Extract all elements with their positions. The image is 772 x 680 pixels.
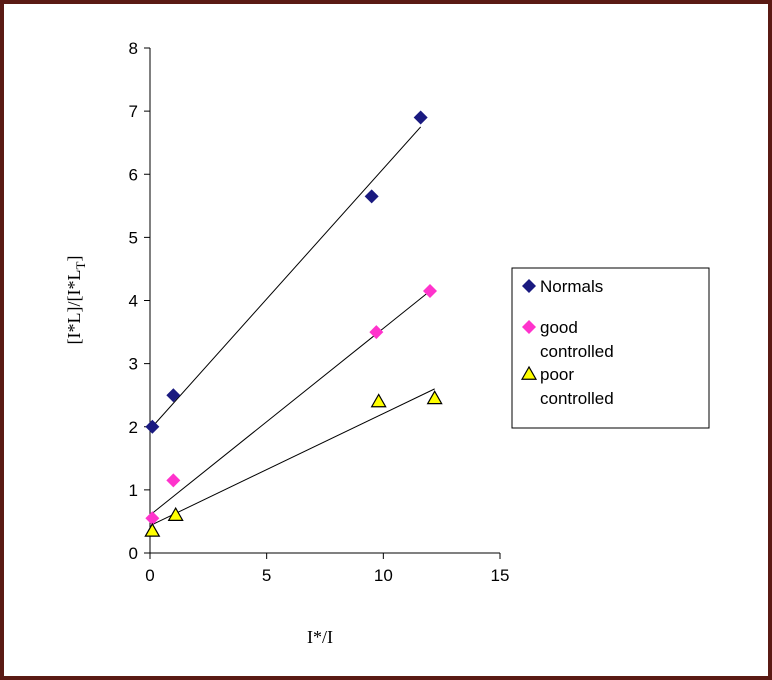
x-axis-title: I*/I <box>307 627 333 647</box>
data-point-series-2 <box>369 325 384 340</box>
y-tick-label: 7 <box>129 102 138 121</box>
data-point-series-3 <box>426 390 443 405</box>
y-tick-label: 1 <box>129 481 138 500</box>
data-point-series-1 <box>166 388 181 403</box>
legend-marker-series-1 <box>522 279 536 293</box>
y-axis-title-part3: ] <box>64 256 84 262</box>
data-point-series-3 <box>144 522 161 537</box>
y-axis-title-part2: ]/[I*L <box>64 269 84 312</box>
legend-box <box>511 267 710 429</box>
data-point-series-2 <box>166 473 181 488</box>
data-point-series-3 <box>370 393 387 408</box>
x-tick-label: 0 <box>145 566 154 585</box>
trendline-series-3 <box>152 388 435 526</box>
data-point-series-1 <box>145 419 160 434</box>
trendline-series-1 <box>151 126 422 428</box>
data-point-series-2 <box>145 511 160 526</box>
data-point-series-1 <box>364 189 379 204</box>
legend-label-series-2: controlled <box>540 342 614 361</box>
y-tick-label: 3 <box>129 355 138 374</box>
y-axis-title: [I*L]/[I*LT] <box>64 256 88 345</box>
data-point-series-3 <box>167 506 184 521</box>
legend-label-series-3: poor <box>540 365 574 384</box>
data-point-series-1 <box>413 110 428 125</box>
legend-label-series-3: controlled <box>540 389 614 408</box>
y-tick-label: 5 <box>129 228 138 247</box>
legend-label-series-1: Normals <box>540 277 603 296</box>
x-tick-label: 5 <box>262 566 271 585</box>
y-tick-label: 8 <box>129 39 138 58</box>
data-point-series-2 <box>423 284 437 299</box>
trendline-series-2 <box>152 290 431 514</box>
legend-marker-series-2 <box>522 320 536 334</box>
legend-marker-series-3 <box>520 365 538 380</box>
y-tick-label: 6 <box>129 165 138 184</box>
x-tick-label: 10 <box>374 566 393 585</box>
y-axis-title-subscript: T <box>73 261 88 269</box>
y-tick-label: 2 <box>129 418 138 437</box>
y-axis-title-part1: [I*L <box>64 312 84 344</box>
x-tick-label: 15 <box>491 566 510 585</box>
y-tick-label: 0 <box>129 544 138 563</box>
y-tick-label: 4 <box>129 292 138 311</box>
legend-label-series-2: good <box>540 318 578 337</box>
